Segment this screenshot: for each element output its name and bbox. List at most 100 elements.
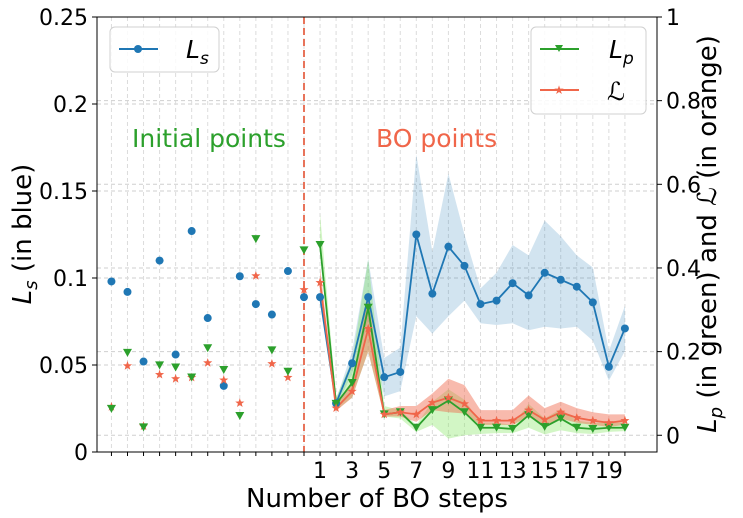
point-L_p [427,406,437,415]
point-L_p [475,423,485,432]
axes-frame [96,16,658,453]
point-L_s [492,296,501,305]
initial-point-L [299,284,309,294]
point-L_s [316,293,325,302]
point-ℒ [411,409,421,419]
point-L_p [508,424,518,433]
point-L_p [588,424,598,433]
initial-point-Ls [107,277,116,286]
point-ℒ [315,277,325,287]
initial-point-Lp [299,246,309,255]
initial-point-Ls [283,267,292,276]
initial-point-Ls [251,300,260,309]
initial-point-Ls [235,272,244,281]
initial-point-Lp [267,346,277,355]
legend-right-box [530,26,647,115]
point-ℒ [524,405,534,415]
point-ℒ [459,399,470,408]
point-ℒ [331,403,341,412]
point-L_s [428,289,437,298]
initial-point-Lp [187,373,197,382]
point-L_s [588,298,597,307]
x-tick-label: 1 [313,459,327,484]
data-points [106,227,630,433]
point-ℒ [395,407,405,417]
point-ℒ [604,417,614,427]
x-tick-label: 9 [441,459,455,484]
point-L_s [556,275,565,284]
confidence-bands [320,154,625,439]
point-L_p [443,396,453,405]
point-L_p [620,423,630,432]
initial-point-Ls [123,287,132,296]
plot-frame [96,16,658,453]
initial-point-Ls [203,314,212,323]
y-left-tick-label: 0 [74,441,88,466]
point-L_s [412,230,421,239]
point-L_p [492,423,502,432]
band-L_s [320,154,625,407]
point-L_s [476,300,485,309]
initial-point-L [235,398,245,407]
point-ℒ [572,412,582,422]
initial-point-Ls [171,350,180,359]
x-tick-label: 11 [466,459,494,484]
point-L_p [556,414,566,423]
point-ℒ [588,415,598,425]
point-L_s [604,362,613,371]
x-tick-label: 13 [499,459,527,484]
legend-left-box [109,26,220,73]
annotation-initial-points: Initial points [132,124,286,153]
initial-point-L [251,271,261,280]
point-L_s [348,359,357,368]
initial-point-Lp [251,235,261,244]
initial-point-Lp [139,423,149,432]
initial-point-Ls [139,357,148,366]
point-ℒ [540,414,550,424]
y-axis-left-label: Ls (in blue) [8,164,42,305]
point-L_p [363,303,373,312]
point-L_s [508,279,517,288]
point-L_p [572,423,582,432]
x-tick-label: 5 [377,459,391,484]
initial-point-L [171,374,181,383]
y-left-tick-label: 0.25 [39,6,88,31]
point-ℒ [491,415,502,425]
initial-point-L [267,358,277,368]
initial-point-Lp [235,412,245,421]
y-right-tick-label: 0.4 [666,257,701,282]
x-tick-label: 15 [531,459,559,484]
x-tick-label: 3 [345,459,359,484]
legend-lp-marker [555,45,563,52]
point-L_p [540,422,550,431]
x-tick-label: 17 [563,459,591,484]
y-right-tick-label: 0.8 [666,90,701,115]
initial-point-Lp [219,366,229,375]
point-ℒ [620,415,630,425]
point-ℒ [379,409,389,419]
initial-point-Ls [219,381,228,390]
legend-ls-marker [134,45,142,53]
legend-l-label: ℒ [607,77,625,106]
point-ℒ [347,386,357,396]
point-L_s [540,268,549,277]
initial-point-Lp [106,404,116,413]
annotation-bo-points: BO points [376,124,497,153]
point-ℒ [556,407,566,417]
legend-left: Ls [109,26,220,73]
initial-point-Lp [171,363,181,372]
x-axis-label: Number of BO steps [246,484,508,514]
initial-point-Ls [187,227,196,236]
y-left-tick-label: 0.1 [53,267,88,292]
x-tick-label: 7 [409,459,423,484]
initial-point-L [203,358,213,367]
y-left-tick-label: 0.05 [39,354,88,379]
point-L_s [396,367,405,376]
point-ℒ [443,392,453,402]
y-left-tick-label: 0.15 [39,180,88,205]
point-L_p [411,423,421,432]
point-ℒ [508,415,518,425]
point-L_s [444,242,453,251]
point-L_s [364,293,373,302]
